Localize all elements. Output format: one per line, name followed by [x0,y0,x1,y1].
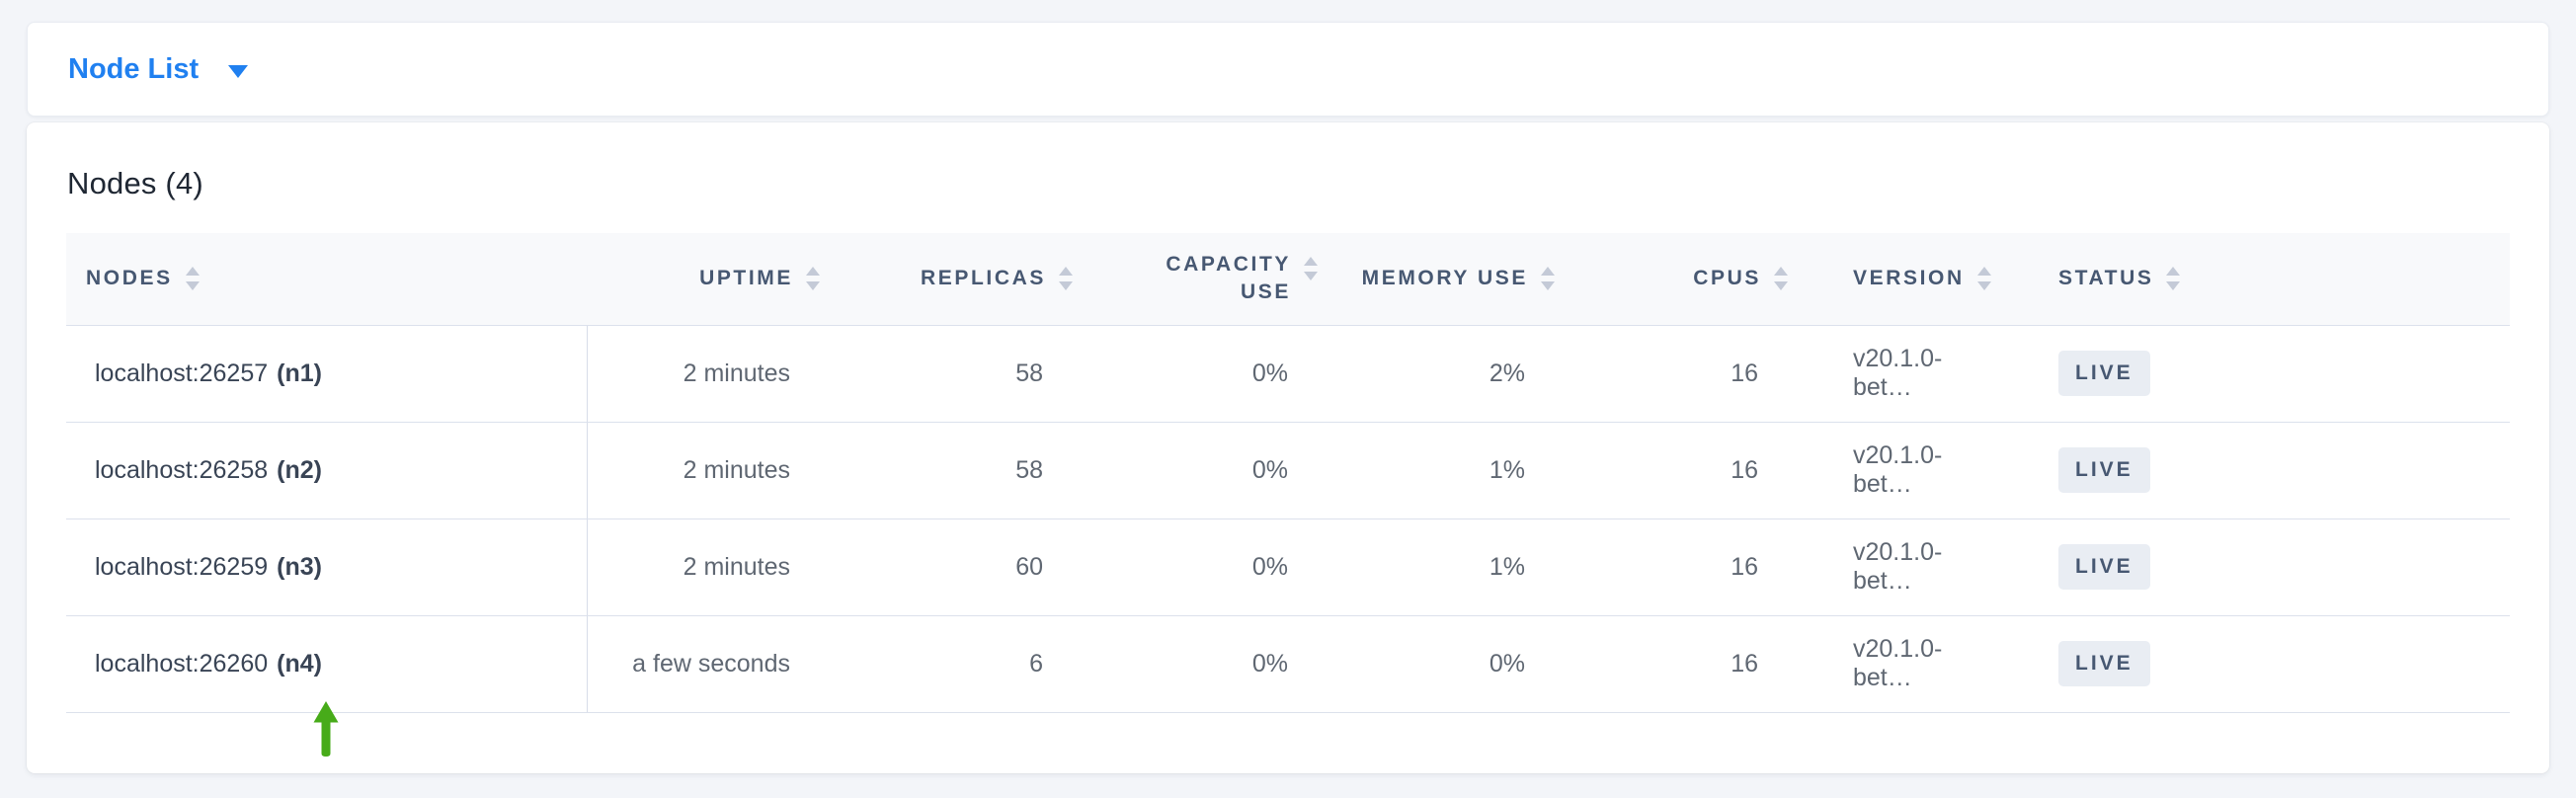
uptime-cell: a few seconds [587,615,836,713]
status-cell: LIVE [1999,422,2510,519]
table-header-row: NODES UPTIME REPLICAS [66,233,2510,326]
chevron-down-icon [228,65,249,78]
replicas-cell: 60 [836,519,1088,616]
column-header-memory-use[interactable]: MEMORY USE [1333,233,1570,326]
replicas-cell: 58 [836,325,1088,423]
node-id: (n4) [277,649,322,678]
sort-icon [1304,256,1318,280]
column-label: MEMORY USE [1361,267,1528,290]
version-cell: v20.1.0-bet… [1804,519,1999,616]
column-label: VERSION [1853,267,1965,290]
sort-icon [1541,267,1555,291]
column-header-uptime[interactable]: UPTIME [587,233,836,326]
node-address-link[interactable]: localhost:26259 (n3) [66,519,588,616]
column-label: CPUS [1693,267,1761,290]
node-address-link[interactable]: localhost:26258 (n2) [66,422,588,519]
capacity-use-cell: 0% [1088,325,1333,423]
sort-icon [1774,267,1788,291]
memory-use-cell: 2% [1333,325,1570,423]
version-cell: v20.1.0-bet… [1804,325,1999,423]
status-cell: LIVE [1999,519,2510,616]
replicas-cell: 6 [836,615,1088,713]
node-id: (n2) [277,455,322,484]
node-list-dropdown[interactable]: Node List [68,52,249,86]
sort-icon [806,267,820,291]
node-list-dropdown-label: Node List [68,52,200,85]
table-row: localhost:26258 (n2) 2 minutes 58 0% 1% 1… [66,422,2510,519]
column-label: UPTIME [699,267,793,290]
sort-icon [1059,267,1073,291]
table-row: localhost:26260 (n4) a few seconds 6 0% 0… [66,615,2510,713]
column-label: STATUS [2058,267,2154,290]
column-header-nodes[interactable]: NODES [66,233,587,326]
sort-icon [2166,267,2181,291]
node-address: localhost:26260 [95,649,269,678]
memory-use-cell: 1% [1333,519,1570,616]
uptime-cell: 2 minutes [587,422,836,519]
status-badge: LIVE [2058,544,2150,590]
view-selector-bar: Node List [27,22,2549,117]
node-id: (n1) [277,359,322,387]
nodes-card: Nodes (4) NODES UPTIME [27,122,2549,773]
table-row: localhost:26257 (n1) 2 minutes 58 0% 2% 1… [66,325,2510,423]
capacity-use-cell: 0% [1088,519,1333,616]
cpus-cell: 16 [1570,519,1804,616]
cpus-cell: 16 [1570,422,1804,519]
node-address: localhost:26258 [95,455,269,484]
cpus-cell: 16 [1570,615,1804,713]
capacity-use-cell: 0% [1088,615,1333,713]
status-badge: LIVE [2058,447,2150,493]
column-header-version[interactable]: VERSION [1804,233,1999,326]
uptime-cell: 2 minutes [587,325,836,423]
replicas-cell: 58 [836,422,1088,519]
cpus-cell: 16 [1570,325,1804,423]
status-badge: LIVE [2058,351,2150,396]
column-header-cpus[interactable]: CPUS [1570,233,1804,326]
memory-use-cell: 1% [1333,422,1570,519]
node-id: (n3) [277,552,322,581]
node-address-link[interactable]: localhost:26260 (n4) [66,615,588,713]
sort-icon [1976,267,1991,291]
column-label: NODES [86,267,173,290]
node-address: localhost:26257 [95,359,269,387]
node-address-link[interactable]: localhost:26257 (n1) [66,325,588,423]
memory-use-cell: 0% [1333,615,1570,713]
version-cell: v20.1.0-bet… [1804,615,1999,713]
column-header-status[interactable]: STATUS [1999,233,2510,326]
column-label: REPLICAS [921,267,1046,290]
node-address: localhost:26259 [95,552,269,581]
table-row: localhost:26259 (n3) 2 minutes 60 0% 1% 1… [66,519,2510,616]
page-title: Nodes (4) [67,166,203,200]
column-header-replicas[interactable]: REPLICAS [836,233,1088,326]
column-header-capacity-use[interactable]: CAPACITY USE [1088,233,1333,326]
sort-icon [185,267,200,291]
status-badge: LIVE [2058,641,2150,686]
status-cell: LIVE [1999,325,2510,423]
status-cell: LIVE [1999,615,2510,713]
column-label: CAPACITY USE [1166,252,1291,304]
version-cell: v20.1.0-bet… [1804,422,1999,519]
uptime-cell: 2 minutes [587,519,836,616]
nodes-table: NODES UPTIME REPLICAS [66,233,2510,713]
capacity-use-cell: 0% [1088,422,1333,519]
